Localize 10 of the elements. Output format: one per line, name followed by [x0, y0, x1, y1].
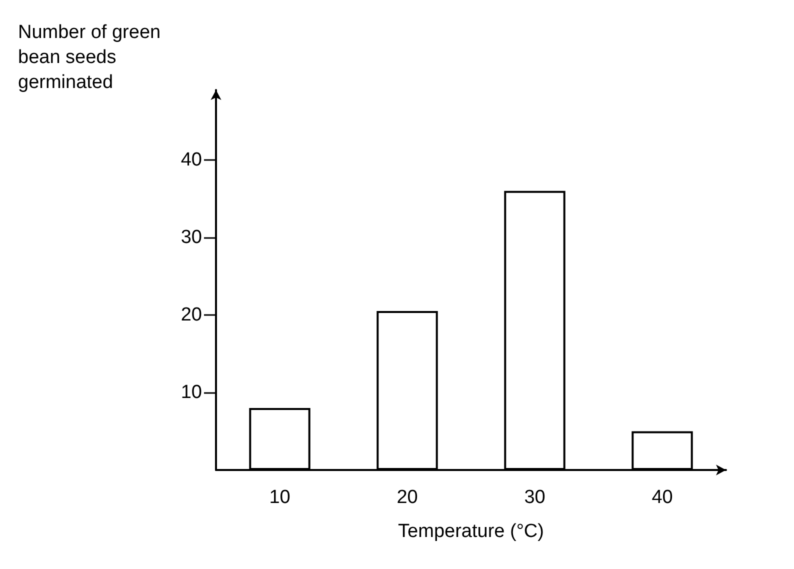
y-tick-label: 20: [180, 304, 202, 326]
y-tick-label: 10: [180, 382, 202, 403]
x-tick-label: 20: [396, 487, 418, 508]
y-axis-title: Number of green bean seeds germinated: [18, 22, 166, 93]
y-tick-label: 30: [180, 226, 202, 248]
x-axis-title: Temperature (°C): [398, 521, 544, 542]
x-tick-label: 40: [652, 487, 673, 508]
x-tick-label: 10: [269, 487, 290, 508]
x-tick-label: 30: [524, 487, 546, 508]
y-tick-label: 40: [180, 149, 202, 170]
